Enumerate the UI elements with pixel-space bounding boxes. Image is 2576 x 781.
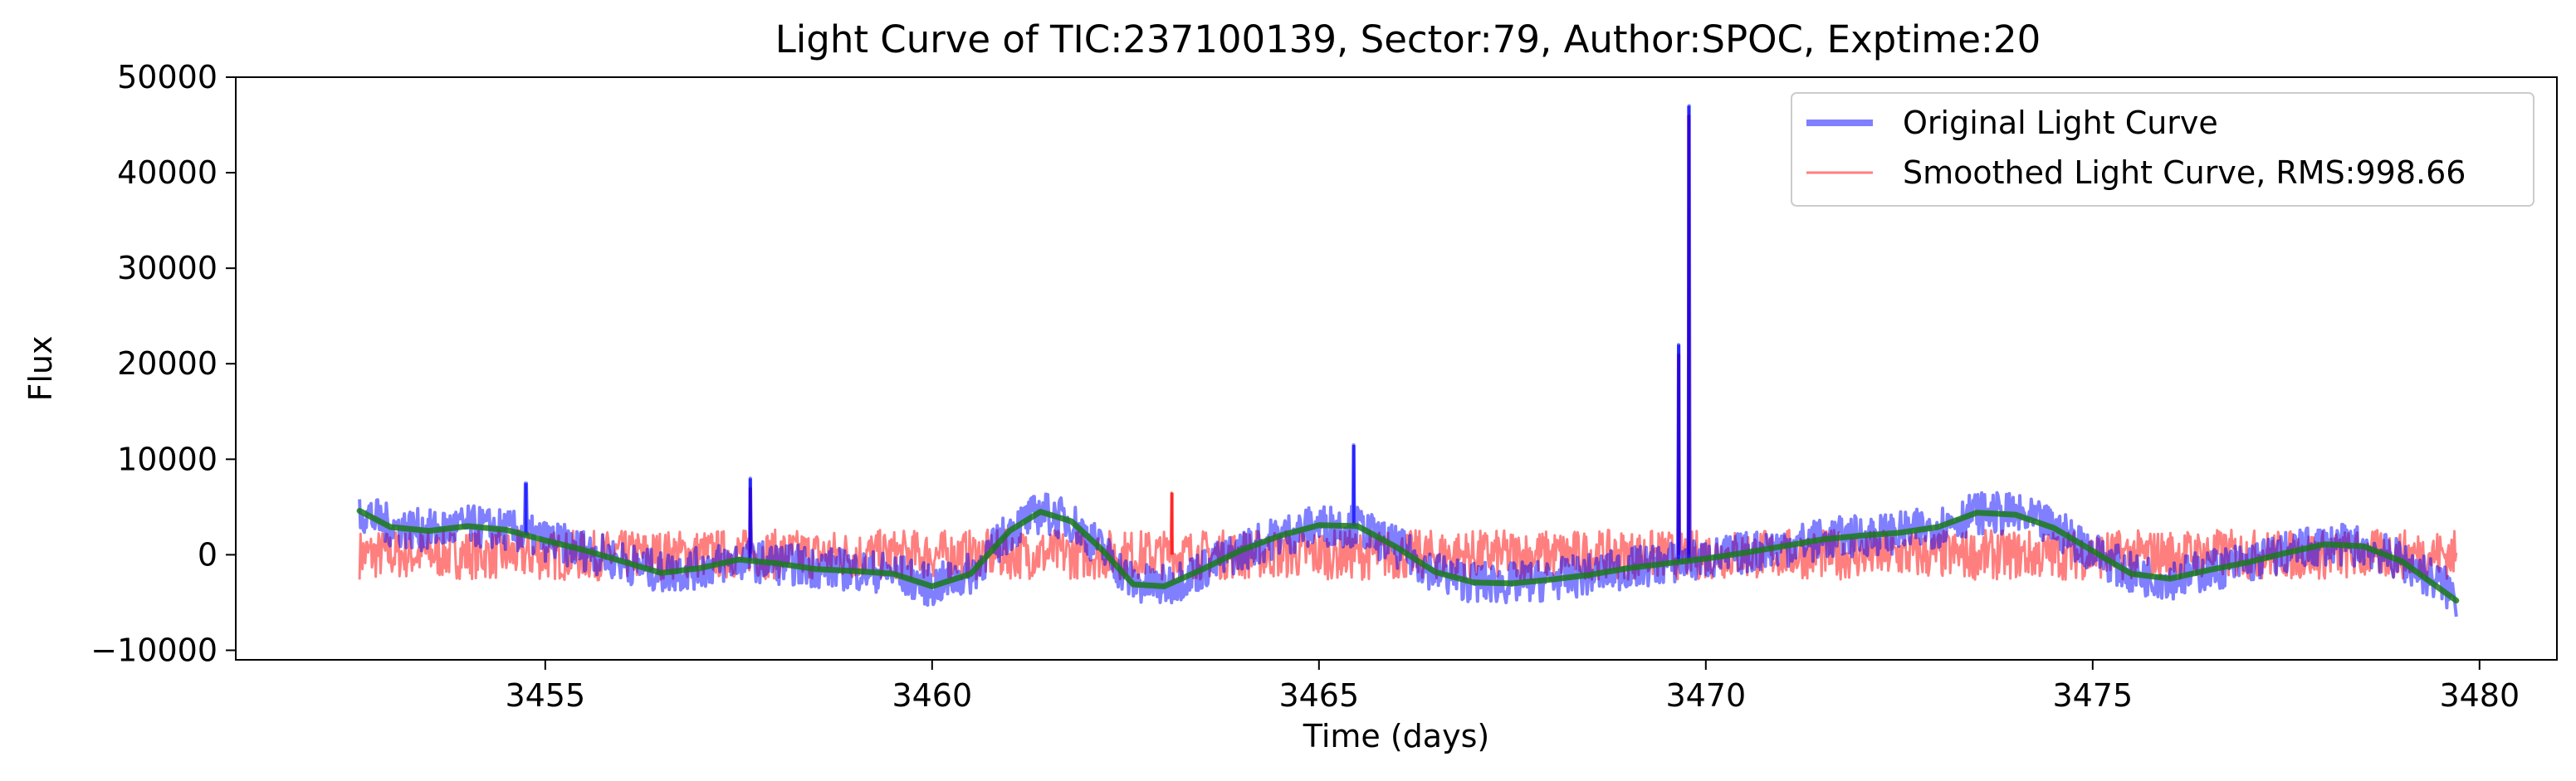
y-axis: −10000 0 10000 20000 30000 40000 50000 xyxy=(90,59,236,668)
legend-box xyxy=(1791,92,2534,207)
y-tick-label: −10000 xyxy=(90,632,218,668)
y-tick-label: 20000 xyxy=(117,345,218,382)
x-tick-label: 3480 xyxy=(2439,677,2520,714)
series-trend-line xyxy=(356,508,2460,604)
x-tick-label: 3470 xyxy=(1665,677,1746,714)
y-tick-label: 10000 xyxy=(117,441,218,477)
x-tick-label: 3475 xyxy=(2052,677,2133,714)
y-tick-label: 50000 xyxy=(117,59,218,95)
legend-label-original: Original Light Curve xyxy=(1903,105,2218,141)
y-tick-label: 40000 xyxy=(117,154,218,191)
x-axis: 3455 3460 3465 3470 3475 3480 xyxy=(505,660,2520,714)
legend: Original Light Curve Smoothed Light Curv… xyxy=(1791,92,2534,207)
x-tick-label: 3460 xyxy=(892,677,972,714)
plot-area xyxy=(235,76,2558,661)
plot-frame xyxy=(235,76,2558,661)
x-tick-label: 3465 xyxy=(1278,677,1359,714)
chart-title: Light Curve of TIC:237100139, Sector:79,… xyxy=(775,17,2041,61)
y-tick-label: 0 xyxy=(198,536,218,573)
y-tick-label: 30000 xyxy=(117,250,218,286)
x-axis-label: Time (days) xyxy=(1303,718,1489,754)
x-tick-label: 3455 xyxy=(505,677,585,714)
y-axis-label: Flux xyxy=(22,336,59,402)
series-layer xyxy=(356,104,2460,617)
legend-label-smoothed: Smoothed Light Curve, RMS:998.66 xyxy=(1903,154,2466,191)
